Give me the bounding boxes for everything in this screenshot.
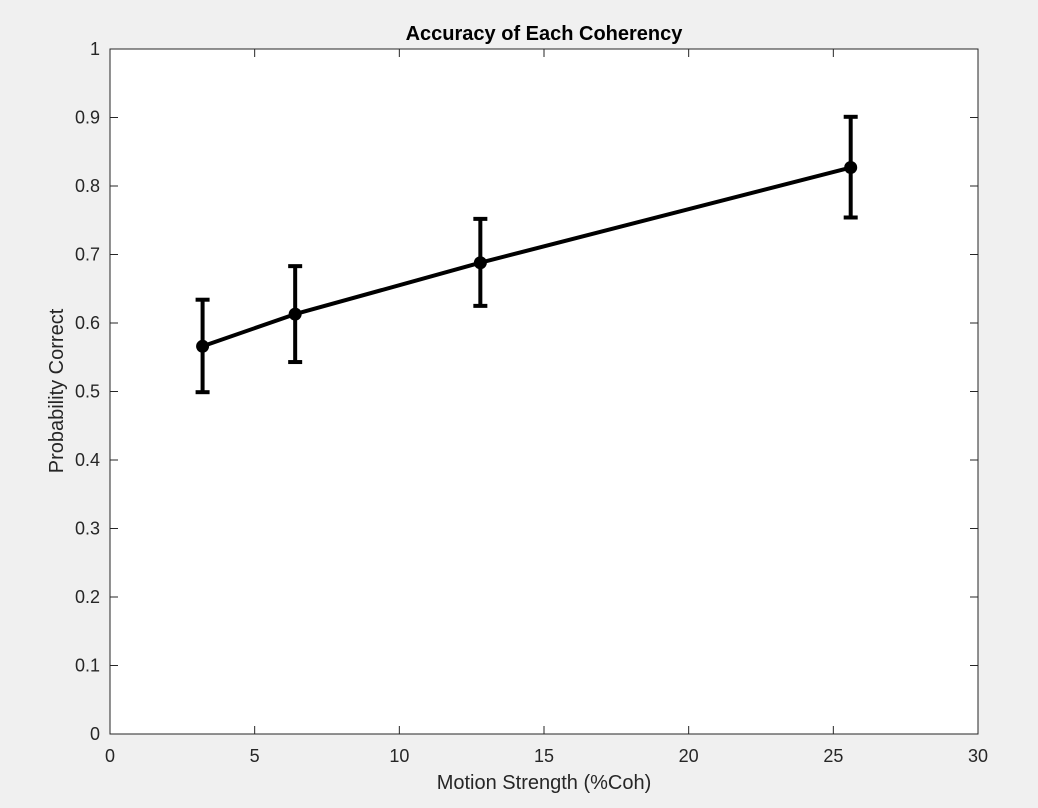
data-series (195, 114, 858, 395)
y-tick-label: 0.6 (75, 313, 100, 333)
x-tick-label: 5 (250, 746, 260, 766)
y-tick-label: 0.3 (75, 519, 100, 539)
data-point (288, 307, 302, 321)
x-axis-label: Motion Strength (%Coh) (437, 772, 652, 794)
x-tick-label: 30 (968, 746, 988, 766)
y-tick-label: 0.7 (75, 245, 100, 265)
x-tick-label: 10 (389, 746, 409, 766)
data-point (473, 256, 487, 270)
y-axis-label: Probability Correct (46, 308, 68, 473)
y-tick-label: 0.5 (75, 382, 100, 402)
x-tick-label: 20 (679, 746, 699, 766)
chart-title: Accuracy of Each Coherency (406, 23, 684, 45)
y-tick-label: 0.4 (75, 450, 100, 470)
plot-area (109, 48, 979, 735)
x-axis: 0 5 10 15 20 25 30 (105, 49, 988, 766)
x-tick-label: 0 (105, 746, 115, 766)
axes-box (109, 48, 979, 735)
x-tick-label: 25 (823, 746, 843, 766)
y-tick-label: 0.1 (75, 656, 100, 676)
y-tick-label: 0.2 (75, 587, 100, 607)
y-tick-label: 0.9 (75, 108, 100, 128)
y-tick-label: 0 (90, 724, 100, 744)
data-point (196, 339, 210, 353)
series-line (201, 165, 852, 349)
y-tick-label: 0.8 (75, 176, 100, 196)
x-tick-label: 15 (534, 746, 554, 766)
data-point (844, 161, 858, 175)
y-axis: 0 0.1 0.2 0.3 0.4 0.5 0.6 0.7 0.8 0.9 1 (75, 39, 978, 744)
y-tick-label: 1 (90, 39, 100, 59)
